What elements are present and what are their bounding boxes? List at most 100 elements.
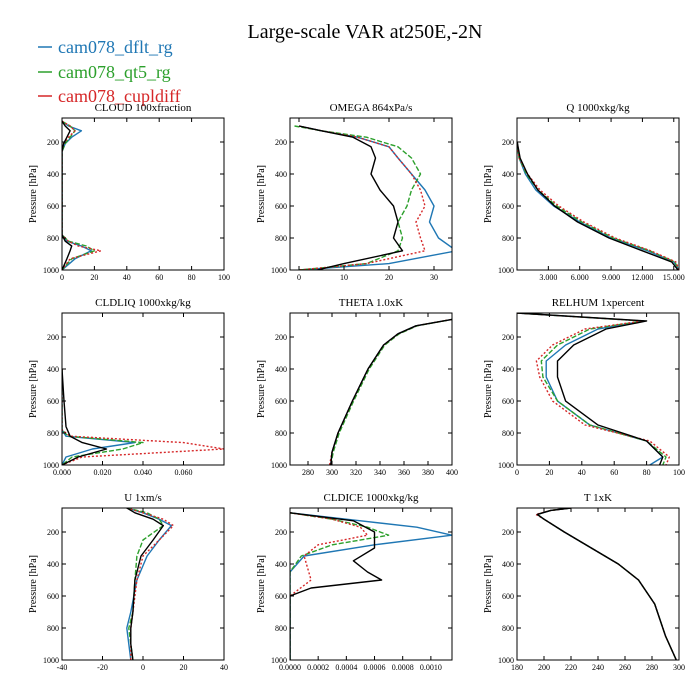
series-line: [126, 508, 165, 660]
y-tick-label: 200: [275, 333, 287, 342]
panel-title: CLOUD 100xfraction: [95, 102, 192, 114]
x-tick-label: 80: [643, 468, 651, 477]
series-line: [517, 141, 679, 270]
y-tick-label: 600: [502, 592, 514, 601]
x-tick-label: 40: [123, 273, 131, 282]
x-tick-label: 220: [565, 663, 577, 672]
series-line: [294, 125, 422, 270]
series-line: [330, 318, 452, 465]
x-tick-label: 0: [141, 663, 145, 672]
y-tick-label: 200: [502, 333, 514, 342]
series-line: [62, 120, 96, 270]
x-tick-label: 40: [578, 468, 586, 477]
x-tick-label: 20: [545, 468, 553, 477]
y-tick-label: 400: [275, 170, 287, 179]
y-tick-label: 800: [502, 624, 514, 633]
y-axis-label: Pressure [hPa]: [483, 165, 494, 223]
x-tick-label: 240: [592, 663, 604, 672]
plot-frame: [289, 507, 453, 661]
chart-panel: CLDICE 1000xkg/kg Pressure [hPa] 0.0000 0.0…: [256, 492, 453, 672]
y-tick-label: 800: [502, 429, 514, 438]
series-line: [330, 318, 452, 465]
x-tick-label: 400: [446, 468, 458, 477]
x-tick-label: 20: [385, 273, 393, 282]
y-tick-label: 400: [47, 560, 59, 569]
series-line: [536, 508, 677, 660]
y-tick-label: 800: [47, 234, 59, 243]
chart-panel: RELHUM 1xpercent Pressure [hPa] 0 20 40 60 80 1…: [483, 297, 685, 477]
y-axis-label: Pressure [hPa]: [256, 165, 267, 223]
chart-panel: CLDLIQ 1000xkg/kg Pressure [hPa] 0.000 0.02…: [28, 297, 225, 477]
x-tick-label: -20: [97, 663, 108, 672]
panel-title: THETA 1.0xK: [339, 297, 404, 309]
x-tick-label: 0: [297, 273, 301, 282]
series-line: [290, 512, 383, 660]
x-tick-label: 380: [422, 468, 434, 477]
chart-panel: OMEGA 864xPa/s Pressure [hPa] 0 10 20 30 200 40…: [256, 102, 453, 282]
y-tick-label: 200: [47, 333, 59, 342]
series-line: [62, 120, 92, 270]
y-tick-label: 400: [502, 365, 514, 374]
plot-frame: [516, 312, 680, 466]
y-tick-label: 200: [275, 528, 287, 537]
series-line: [298, 125, 426, 270]
y-tick-label: 600: [47, 397, 59, 406]
y-tick-label: 1000: [43, 656, 59, 665]
series-line: [517, 313, 664, 465]
x-tick-label: 300: [673, 663, 685, 672]
y-axis-label: Pressure [hPa]: [28, 555, 39, 613]
x-tick-label: 280: [302, 468, 314, 477]
x-tick-label: 0.000: [53, 468, 71, 477]
series-line: [62, 369, 144, 465]
series-line: [517, 313, 667, 465]
y-tick-label: 600: [47, 592, 59, 601]
series-line: [536, 508, 677, 660]
y-tick-label: 600: [275, 202, 287, 211]
y-tick-label: 1000: [498, 656, 514, 665]
y-tick-label: 600: [502, 202, 514, 211]
x-tick-label: 0: [515, 468, 519, 477]
figure-title: Large-scale VAR at250E,-2N: [248, 21, 483, 43]
series-line: [126, 508, 175, 660]
y-axis-label: Pressure [hPa]: [28, 165, 39, 223]
chart-panel: CLOUD 100xfraction Pressure [hPa] 0 20 40 60 8…: [28, 102, 230, 282]
y-tick-label: 800: [47, 624, 59, 633]
x-tick-label: 20: [180, 663, 188, 672]
x-tick-label: 80: [188, 273, 196, 282]
x-tick-label: 300: [326, 468, 338, 477]
panel-title: RELHUM 1xpercent: [552, 297, 645, 309]
y-tick-label: 200: [47, 528, 59, 537]
chart-panel: T 1xK Pressure [hPa] 180 200 220 240 260 280 300…: [483, 492, 685, 672]
y-tick-label: 400: [502, 560, 514, 569]
x-tick-label: 30: [430, 273, 438, 282]
panel-title: T 1xK: [584, 492, 612, 504]
series-line: [517, 141, 679, 270]
x-tick-label: 6.000: [571, 273, 589, 282]
series-line: [517, 141, 679, 270]
x-tick-label: 320: [350, 468, 362, 477]
series-line: [536, 508, 677, 660]
chart-panel: U 1xm/s Pressure [hPa] -40 -20 0 20 40 200 400 60…: [28, 492, 228, 672]
panel-title: U 1xm/s: [124, 492, 162, 504]
y-tick-label: 600: [275, 592, 287, 601]
plot-frame: [516, 117, 680, 271]
x-tick-label: 15.000: [663, 273, 685, 282]
y-tick-label: 1000: [271, 266, 287, 275]
y-tick-label: 400: [502, 170, 514, 179]
panel-title: Q 1000xkg/kg: [566, 102, 630, 114]
x-tick-label: 180: [511, 663, 523, 672]
y-tick-label: 800: [275, 429, 287, 438]
chart-panel: THETA 1.0xK Pressure [hPa] 280 300 320 340 360…: [256, 297, 458, 477]
series-line: [517, 141, 679, 270]
legend-label: cam078_dflt_rg: [58, 37, 173, 57]
series-line: [62, 120, 73, 270]
series-line: [62, 120, 102, 270]
x-tick-label: 40: [220, 663, 228, 672]
x-tick-label: 0.0010: [420, 663, 442, 672]
plot-frame: [289, 117, 453, 271]
x-tick-label: 10: [340, 273, 348, 282]
y-tick-label: 800: [47, 429, 59, 438]
panel-title: CLDICE 1000xkg/kg: [323, 492, 419, 504]
y-tick-label: 600: [47, 202, 59, 211]
x-tick-label: 20: [90, 273, 98, 282]
